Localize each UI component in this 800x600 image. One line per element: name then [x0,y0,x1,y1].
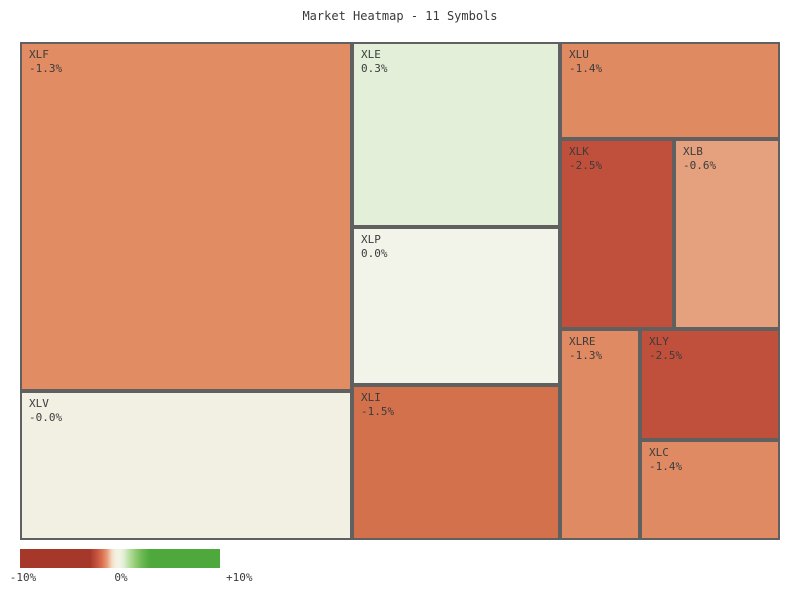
tile-symbol: XLY [649,335,669,348]
treemap-tile-xlre: XLRE -1.3% [560,329,640,540]
treemap-tile-xlu: XLU -1.4% [560,42,780,139]
tile-symbol: XLI [361,391,381,404]
tile-symbol: XLRE [569,335,596,348]
tile-change-pct: -1.4% [649,460,683,473]
tile-symbol: XLV [29,397,49,410]
colorbar-tick-max: +10% [226,571,253,584]
tile-change-pct: -1.4% [569,62,603,75]
tile-symbol: XLE [361,48,381,61]
colorbar-tick-mid: 0% [114,571,128,584]
treemap-tile-xly: XLY -2.5% [640,329,780,440]
treemap-tile-xlp: XLP 0.0% [352,227,560,385]
treemap-tile-xlc: XLC -1.4% [640,440,780,540]
tile-change-pct: -2.5% [649,349,683,362]
treemap-tile-xlf: XLF -1.3% [20,42,352,391]
treemap-tile-xli: XLI -1.5% [352,385,560,540]
tile-symbol: XLB [683,145,703,158]
tile-change-pct: 0.3% [361,62,388,75]
tile-symbol: XLU [569,48,589,61]
tile-change-pct: -0.0% [29,411,63,424]
colorbar-tick-min: -10% [9,571,37,584]
treemap-tile-xlk: XLK -2.5% [560,139,674,329]
treemap-tile-xle: XLE 0.3% [352,42,560,227]
tile-symbol: XLC [649,446,669,459]
tile-change-pct: -2.5% [569,159,603,172]
tile-change-pct: -1.3% [569,349,603,362]
tile-symbol: XLF [29,48,49,61]
tile-change-pct: -0.6% [683,159,717,172]
tile-change-pct: 0.0% [361,247,388,260]
tile-change-pct: -1.3% [29,62,63,75]
chart-title: Market Heatmap - 11 Symbols [302,9,498,23]
colorbar-gradient [20,549,220,568]
tile-symbol: XLK [569,145,589,158]
treemap-tile-xlb: XLB -0.6% [674,139,780,329]
tile-change-pct: -1.5% [361,405,395,418]
treemap-tile-xlv: XLV -0.0% [20,391,352,540]
tile-symbol: XLP [361,233,381,246]
